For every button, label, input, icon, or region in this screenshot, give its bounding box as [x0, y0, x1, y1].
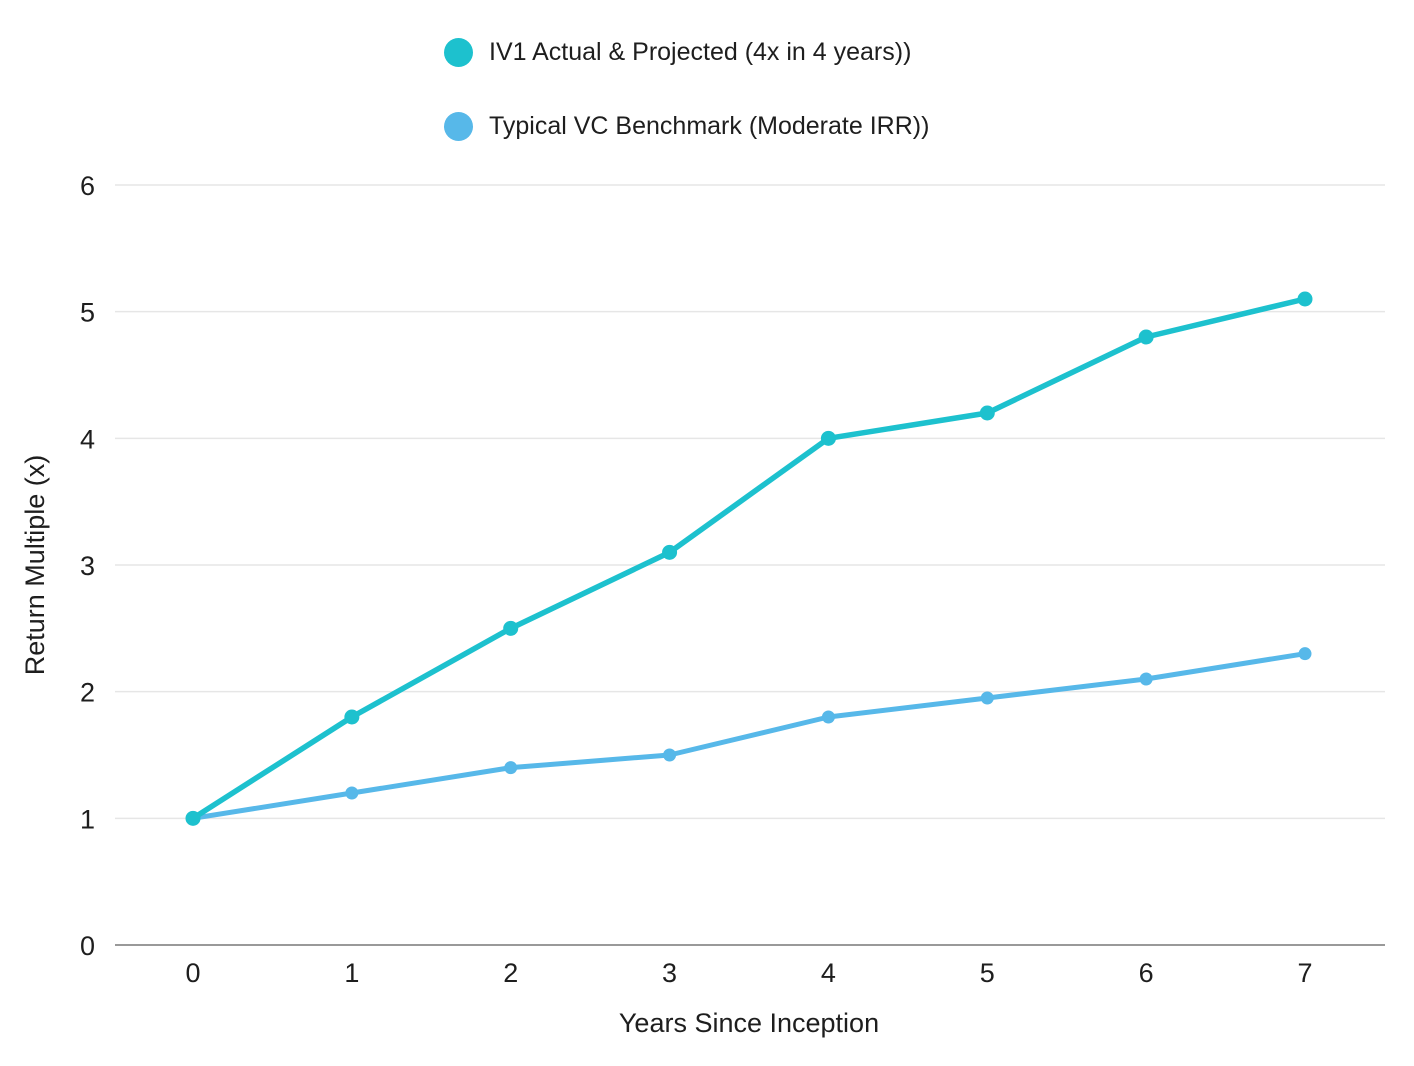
data-point — [1297, 291, 1313, 307]
legend-label: Typical VC Benchmark (Moderate IRR)) — [489, 112, 930, 140]
x-tick-label: 0 — [185, 958, 200, 988]
x-tick-label: 6 — [1139, 958, 1154, 988]
data-point — [504, 761, 518, 775]
y-axis-title: Return Multiple (x) — [20, 455, 50, 676]
y-tick-label: 4 — [80, 424, 95, 454]
x-tick-label: 2 — [503, 958, 518, 988]
x-tick-label: 7 — [1297, 958, 1312, 988]
data-point — [503, 620, 519, 636]
legend-item-benchmark: Typical VC Benchmark (Moderate IRR)) — [444, 112, 929, 141]
y-tick-label: 0 — [80, 931, 95, 961]
data-point — [980, 691, 994, 705]
x-tick-label: 5 — [980, 958, 995, 988]
data-point — [820, 430, 836, 446]
x-tick-label: 1 — [344, 958, 359, 988]
data-point — [979, 405, 995, 421]
legend-marker-icon — [444, 38, 473, 67]
data-point — [1138, 329, 1154, 345]
y-tick-label: 1 — [80, 804, 95, 834]
legend-item-iv1: IV1 Actual & Projected (4x in 4 years)) — [444, 38, 929, 67]
y-tick-label: 2 — [80, 678, 95, 708]
legend-label: IV1 Actual & Projected (4x in 4 years)) — [489, 38, 912, 66]
y-tick-label: 6 — [80, 171, 95, 201]
x-tick-label: 4 — [821, 958, 836, 988]
data-point — [344, 709, 360, 725]
series-line-0 — [190, 296, 1308, 822]
series-line-1 — [190, 651, 1308, 821]
chart-legend: IV1 Actual & Projected (4x in 4 years)) … — [444, 38, 929, 141]
x-axis-title: Years Since Inception — [619, 1008, 879, 1038]
data-point — [185, 810, 201, 826]
data-point — [662, 544, 678, 560]
data-point — [1298, 647, 1312, 661]
data-point — [821, 710, 835, 724]
y-tick-label: 3 — [80, 551, 95, 581]
data-point — [345, 786, 359, 800]
x-tick-label: 3 — [662, 958, 677, 988]
legend-marker-icon — [444, 112, 473, 141]
y-tick-label: 5 — [80, 298, 95, 328]
data-point — [1139, 672, 1153, 686]
data-point — [663, 748, 677, 762]
